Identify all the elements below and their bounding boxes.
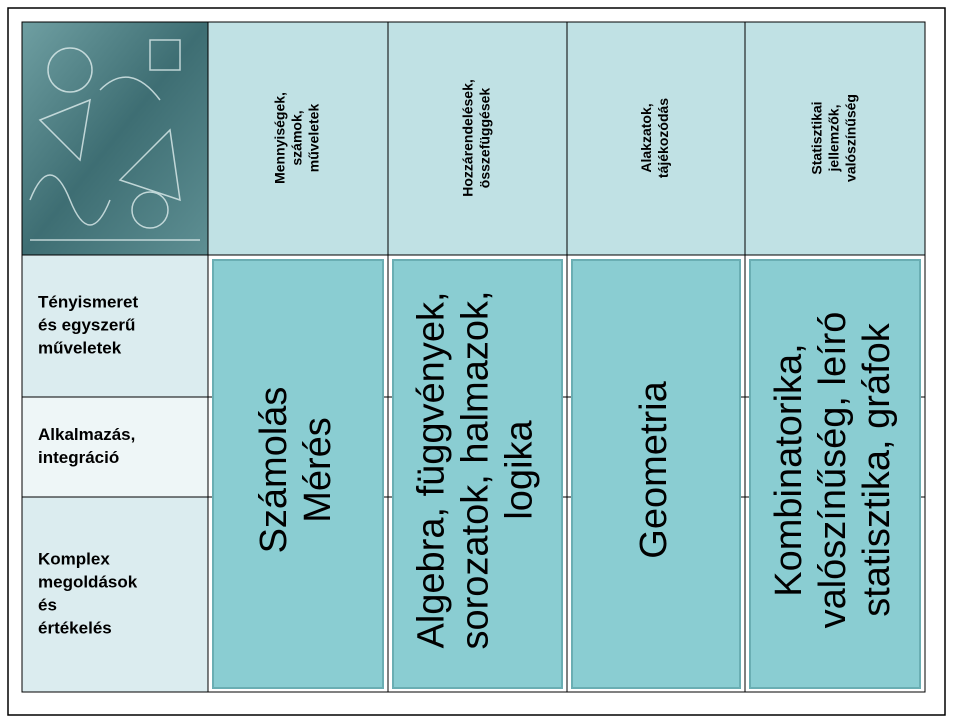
column-header: valószínűség	[843, 94, 859, 182]
math-image	[22, 22, 208, 255]
topic-text: valószínűség, leíró	[812, 312, 854, 629]
topic-box	[571, 259, 741, 689]
row-header: megoldások	[38, 572, 138, 591]
header-cell	[744, 21, 926, 256]
topic-text: Kombinatorika,	[768, 343, 810, 596]
header-cell	[387, 21, 568, 256]
topic-text: logika	[499, 419, 541, 519]
topic-text: sorozatok, halmazok,	[455, 290, 497, 649]
topic-text: Mérés	[297, 417, 339, 523]
column-header: jellemzők,	[826, 105, 842, 173]
column-header: Hozzárendelések,	[460, 79, 476, 197]
row-header: értékelés	[38, 618, 112, 637]
row-header-cell	[21, 396, 209, 498]
row-header: integráció	[38, 448, 119, 467]
column-header: számok,	[289, 110, 305, 165]
row-header: Alkalmazás,	[38, 425, 135, 444]
row-header-cell	[21, 254, 209, 398]
row-header: és	[38, 595, 57, 614]
topic-text: Számolás	[253, 387, 295, 554]
row-header: Tényismeret	[38, 292, 138, 311]
column-header: Mennyiségek,	[272, 92, 288, 184]
topic-box	[749, 259, 921, 689]
row-header: Komplex	[38, 549, 110, 568]
row-header-cell	[21, 496, 209, 693]
topic-text: statisztika, gráfok	[856, 322, 898, 617]
column-header: műveletek	[306, 104, 322, 173]
image-cell-border	[21, 21, 209, 256]
column-header: Statisztikai	[809, 101, 825, 174]
topic-box	[212, 259, 384, 689]
topic-text: Geometria	[633, 380, 675, 558]
column-header: összefüggések	[477, 88, 493, 189]
topic-box	[392, 259, 563, 689]
row-header: és egyszerű	[38, 315, 135, 334]
row-header: műveletek	[38, 338, 122, 357]
topic-text: Algebra, függvények,	[411, 291, 453, 648]
column-header: Alakzatok,	[638, 103, 654, 172]
header-cell	[207, 21, 389, 256]
column-header: tájékozódás	[655, 98, 671, 178]
